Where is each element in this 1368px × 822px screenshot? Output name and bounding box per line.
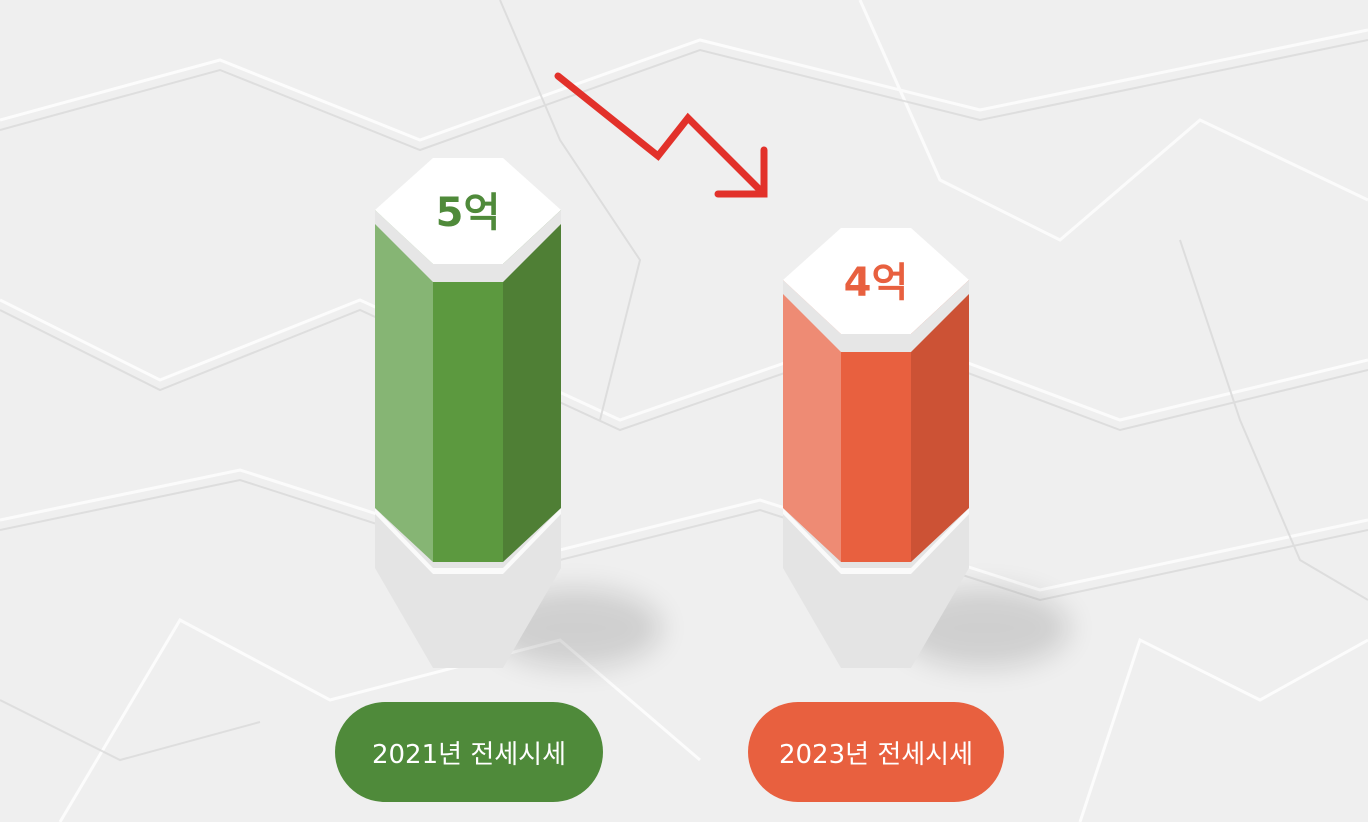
bar-value-label: 5억 xyxy=(436,190,501,236)
bar-base-rim xyxy=(783,508,969,574)
bar-1 xyxy=(375,158,662,668)
trend-arrowhead-icon xyxy=(714,146,768,198)
bar-face-center xyxy=(433,216,503,562)
bar-face-center xyxy=(841,286,911,562)
bar-face-right xyxy=(911,280,969,562)
bar-cap-side xyxy=(783,280,969,352)
bar-base-rim xyxy=(375,508,561,574)
bars-layer xyxy=(375,158,1070,668)
category-pill-2021: 2021년 전세시세 xyxy=(335,702,603,802)
bar-cap xyxy=(783,228,969,334)
bar-cap-side xyxy=(375,210,561,282)
bar-2 xyxy=(783,228,1070,668)
bar-cap xyxy=(375,158,561,264)
labels-layer: 5억 4억 xyxy=(436,190,909,306)
category-pill-2023: 2023년 전세시세 xyxy=(748,702,1004,802)
bar-face-left xyxy=(783,280,841,562)
bar-face-left xyxy=(375,210,433,562)
bar-value-label: 4억 xyxy=(844,260,909,306)
bar-face-right xyxy=(503,210,561,562)
trend-down-arrow-icon xyxy=(554,72,766,196)
